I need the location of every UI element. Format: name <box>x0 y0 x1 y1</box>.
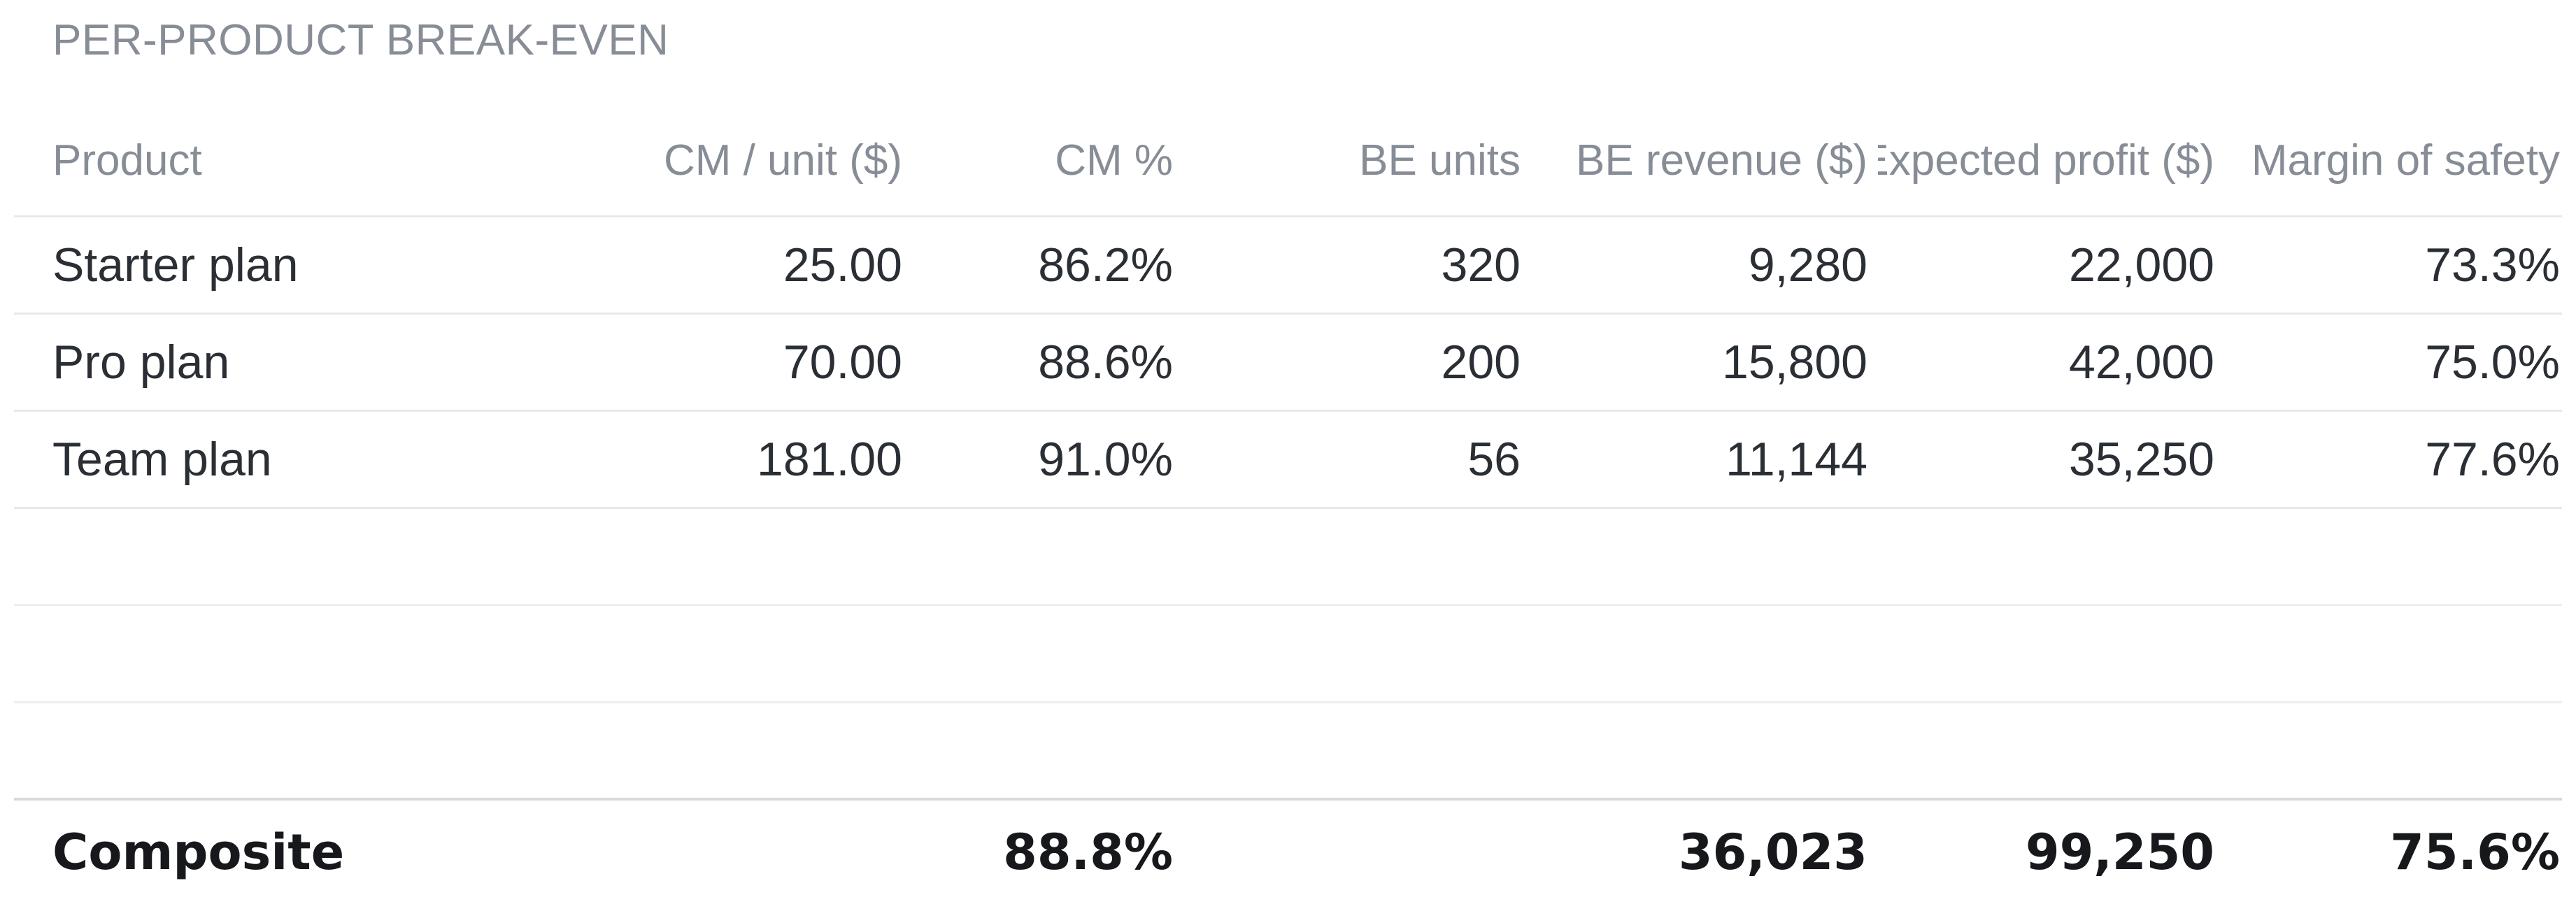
cell-margin-of-safety: 75.0% <box>2425 336 2560 389</box>
table-row[interactable]: Pro plan 70.00 88.6% 200 15,800 42,000 7… <box>14 315 2562 412</box>
empty-row <box>14 509 2562 606</box>
footer-be-revenue: 36,023 <box>1678 824 1867 881</box>
column-header-expected-profit[interactable]: Expected profit ($) <box>1878 136 2214 185</box>
cell-margin-of-safety: 77.6% <box>2425 433 2560 486</box>
cell-cm-unit: 181.00 <box>757 433 902 486</box>
cell-be-revenue: 15,800 <box>1722 336 1867 389</box>
cell-be-revenue: 11,144 <box>1725 433 1867 486</box>
cell-margin-of-safety: 73.3% <box>2425 238 2560 292</box>
footer-margin-of-safety: 75.6% <box>2390 824 2560 881</box>
cell-expected-profit: 35,250 <box>2069 433 2214 486</box>
cell-cm-pct: 86.2% <box>1038 238 1173 292</box>
table-footer-row: Composite 88.8% 36,023 99,250 75.6% <box>14 798 2562 904</box>
cell-be-units: 320 <box>1441 238 1521 292</box>
cell-cm-pct: 91.0% <box>1038 433 1173 486</box>
cell-be-units: 200 <box>1441 336 1521 389</box>
column-header-cm-pct[interactable]: CM % <box>1055 136 1173 185</box>
cell-be-units: 56 <box>1467 433 1521 486</box>
cell-cm-unit: 70.00 <box>783 336 902 389</box>
column-header-margin-of-safety[interactable]: Margin of safety <box>2251 136 2560 185</box>
cell-product: Team plan <box>52 433 272 486</box>
cell-product: Pro plan <box>52 336 230 389</box>
table-row[interactable]: Starter plan 25.00 86.2% 320 9,280 22,00… <box>14 217 2562 315</box>
footer-cm-pct: 88.8% <box>1003 824 1173 881</box>
column-header-be-units[interactable]: BE units <box>1359 136 1521 185</box>
cell-cm-unit: 25.00 <box>783 238 902 292</box>
column-header-product[interactable]: Product <box>52 136 202 185</box>
section-title: PER-PRODUCT BREAK-EVEN <box>52 16 669 64</box>
footer-label: Composite <box>52 824 345 881</box>
table-row[interactable]: Team plan 181.00 91.0% 56 11,144 35,250 … <box>14 412 2562 509</box>
footer-expected-profit: 99,250 <box>2025 824 2214 881</box>
column-header-be-revenue[interactable]: BE revenue ($) <box>1576 136 1867 185</box>
cell-expected-profit: 22,000 <box>2069 238 2214 292</box>
cell-expected-profit: 42,000 <box>2069 336 2214 389</box>
column-header-cm-unit[interactable]: CM / unit ($) <box>663 136 902 185</box>
empty-row <box>14 606 2562 703</box>
table-header-row: Product CM / unit ($) CM % BE units BE r… <box>14 105 2562 217</box>
cell-cm-pct: 88.6% <box>1038 336 1173 389</box>
cell-be-revenue: 9,280 <box>1748 238 1867 292</box>
cell-product: Starter plan <box>52 238 299 292</box>
